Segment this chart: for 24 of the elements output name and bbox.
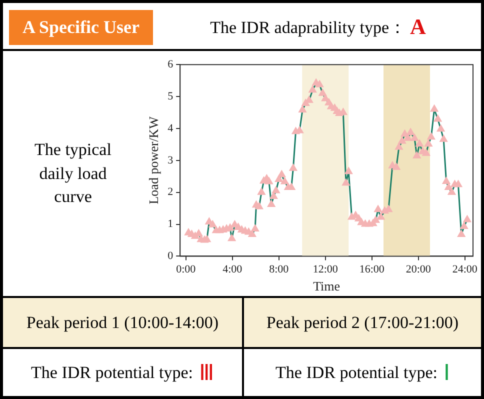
text: A Specific User: [22, 17, 140, 38]
text: The IDR potential type:: [276, 362, 438, 382]
x-tick-label: 8:00: [269, 264, 290, 276]
y-tick-label: 6: [168, 58, 174, 70]
x-tick-label: 0:00: [176, 264, 196, 276]
text: Ⅲ: [198, 360, 214, 386]
text: The IDR adaprability type：: [210, 16, 406, 38]
y-tick-label: 5: [168, 90, 174, 102]
text: The typical daily load curve: [34, 138, 112, 208]
y-tick-label: 1: [168, 218, 174, 230]
text: Ⅰ: [443, 360, 450, 386]
y-tick-label: 2: [168, 186, 174, 198]
x-tick-label: 12:00: [312, 264, 338, 276]
y-tick-label: 0: [168, 250, 174, 262]
text: The IDR potential type:: [31, 362, 193, 382]
x-tick-label: 20:00: [406, 264, 432, 276]
text: A: [410, 14, 426, 40]
x-tick-label: 4:00: [222, 264, 243, 276]
x-axis-title: Time: [313, 278, 340, 294]
y-tick-label: 3: [168, 154, 174, 166]
x-tick-label: 24:00: [452, 264, 478, 276]
y-axis-title: Load power/KW: [146, 116, 162, 204]
x-tick-label: 16:00: [359, 264, 385, 276]
y-tick-label: 4: [168, 122, 174, 134]
